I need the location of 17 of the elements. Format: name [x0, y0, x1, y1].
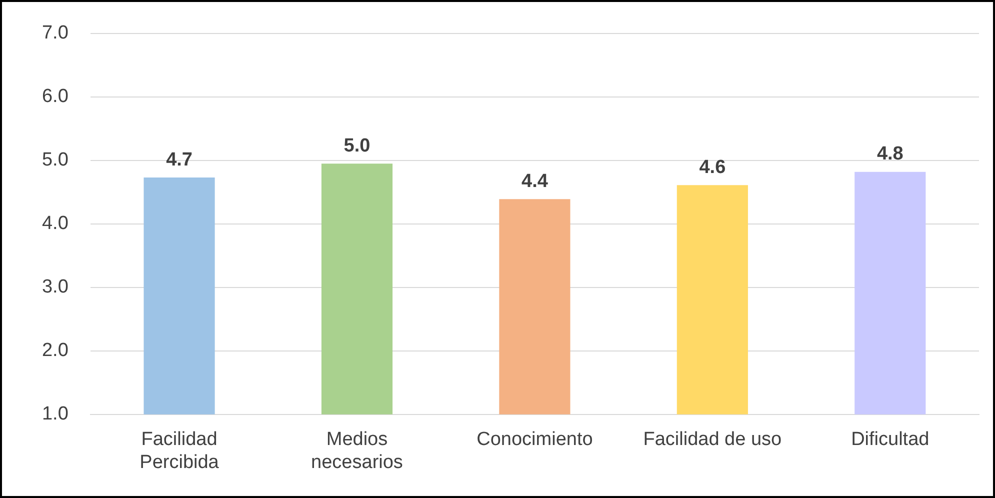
data-label: 4.6 — [699, 156, 726, 178]
data-label: 4.8 — [876, 144, 904, 165]
data-label: 4.7 — [166, 149, 192, 170]
x-tick-label: Medios necesarios — [311, 429, 403, 473]
x-tick-label: Facilidad Percibida — [140, 429, 220, 473]
y-tick-label: 1.0 — [42, 404, 68, 425]
x-tick-label: Dificultad — [851, 429, 930, 450]
y-tick-label: 4.0 — [42, 213, 68, 234]
y-tick-label: 5.0 — [42, 150, 68, 171]
x-tick-label: Facilidad de uso — [643, 429, 782, 450]
y-tick-label: 6.0 — [42, 86, 68, 108]
x-tick-label: Conocimiento — [476, 429, 593, 450]
data-label: 4.4 — [521, 170, 548, 192]
data-label: 5.0 — [344, 135, 370, 156]
y-tick-label: 3.0 — [42, 276, 68, 298]
y-tick-label: 2.0 — [42, 340, 68, 362]
y-tick-label: 7.0 — [42, 22, 68, 44]
